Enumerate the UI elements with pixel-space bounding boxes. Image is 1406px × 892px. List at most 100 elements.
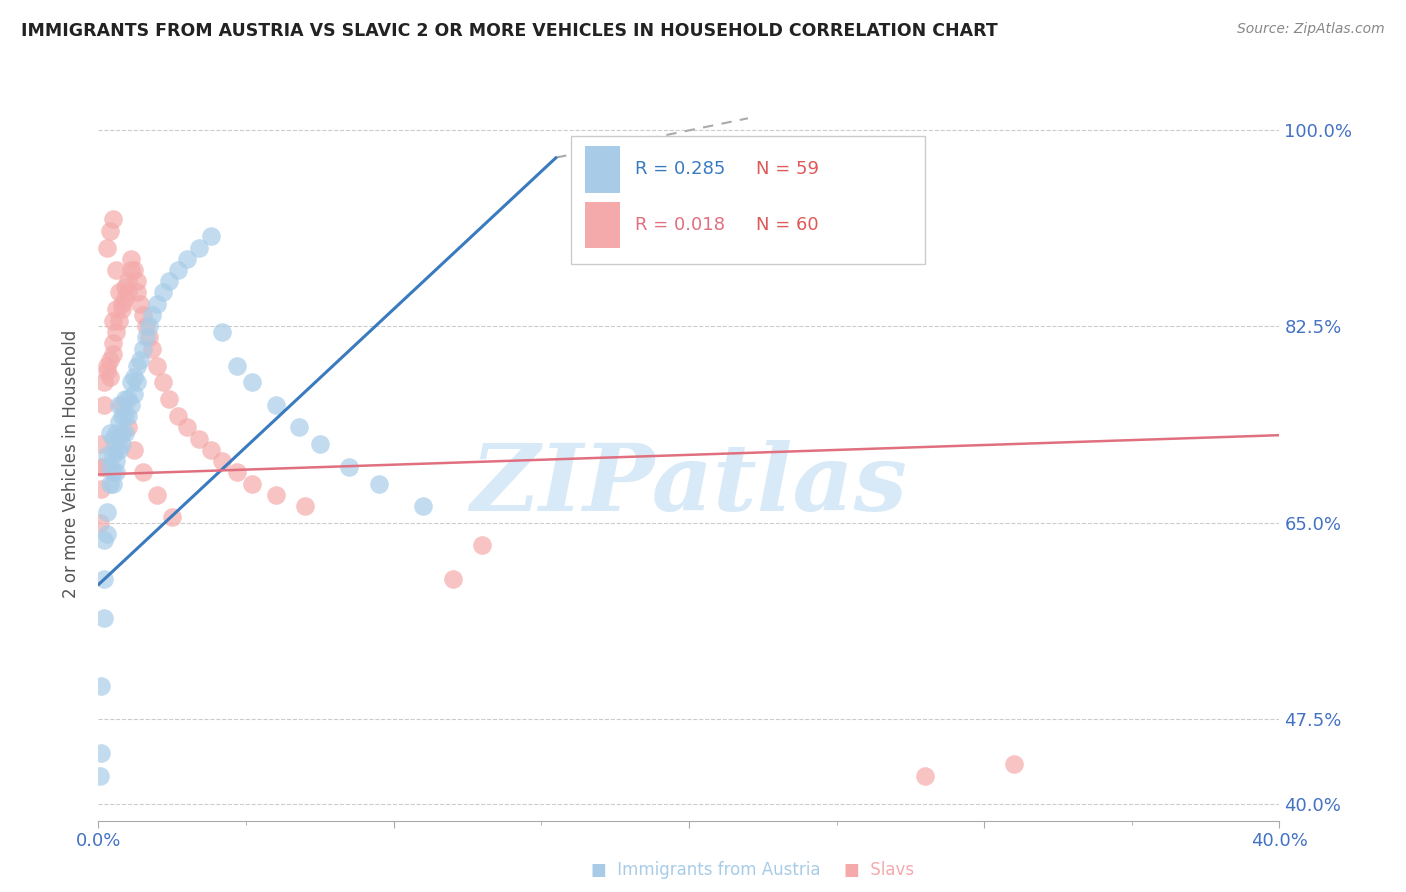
Point: [93, 572, 115, 586]
Point: [103, 212, 125, 227]
Point: [103, 432, 125, 446]
Point: [111, 425, 134, 440]
Point: [135, 319, 157, 334]
Point: [90, 437, 112, 451]
Point: [141, 308, 163, 322]
Point: [103, 449, 125, 463]
Point: [200, 229, 222, 244]
Point: [108, 442, 131, 457]
Point: [96, 505, 118, 519]
Point: [96, 359, 118, 373]
Point: [176, 420, 198, 434]
Point: [122, 369, 145, 384]
Point: [240, 376, 263, 390]
Point: [412, 499, 434, 513]
Point: [114, 280, 136, 294]
Point: [90, 459, 112, 474]
Point: [105, 442, 128, 457]
Point: [157, 274, 180, 288]
Point: [108, 432, 131, 446]
Point: [111, 398, 134, 412]
Point: [120, 263, 142, 277]
Point: [441, 572, 464, 586]
Point: [98, 425, 121, 440]
Point: [105, 325, 128, 339]
Point: [108, 415, 131, 429]
Point: [128, 296, 150, 310]
Point: [93, 398, 115, 412]
Point: [157, 392, 180, 407]
Point: [105, 263, 128, 277]
Point: [114, 409, 136, 423]
FancyBboxPatch shape: [585, 146, 620, 193]
Point: [98, 459, 121, 474]
Point: [89, 769, 111, 783]
Point: [152, 376, 174, 390]
Point: [162, 510, 183, 524]
Point: [122, 263, 145, 277]
Point: [125, 359, 148, 373]
Point: [132, 308, 155, 322]
Point: [93, 459, 115, 474]
Point: [141, 342, 163, 356]
Point: [103, 476, 125, 491]
Text: ■  Immigrants from Austria: ■ Immigrants from Austria: [591, 861, 820, 879]
Point: [114, 425, 136, 440]
Point: [111, 302, 134, 317]
Point: [187, 432, 209, 446]
Point: [167, 263, 190, 277]
Text: N = 60: N = 60: [756, 216, 818, 234]
Point: [96, 364, 118, 378]
Point: [108, 313, 131, 327]
Point: [93, 533, 115, 547]
Point: [152, 285, 174, 300]
Point: [90, 482, 112, 496]
FancyBboxPatch shape: [571, 136, 925, 264]
Point: [111, 409, 134, 423]
Point: [103, 313, 125, 327]
Point: [122, 442, 145, 457]
Point: [187, 240, 209, 254]
Point: [103, 336, 125, 351]
Point: [105, 425, 128, 440]
Point: [111, 437, 134, 451]
Point: [240, 476, 263, 491]
Point: [211, 454, 233, 468]
Point: [226, 359, 249, 373]
Point: [132, 342, 155, 356]
Point: [117, 285, 139, 300]
Point: [111, 296, 134, 310]
Text: ZIPatlas: ZIPatlas: [471, 441, 907, 530]
FancyBboxPatch shape: [585, 202, 620, 248]
Point: [117, 274, 139, 288]
Point: [90, 679, 112, 693]
Point: [339, 459, 360, 474]
Point: [368, 476, 391, 491]
Point: [146, 359, 169, 373]
Point: [98, 224, 121, 238]
Point: [103, 465, 125, 479]
Point: [264, 398, 287, 412]
Point: [89, 516, 111, 530]
Point: [105, 302, 128, 317]
Y-axis label: 2 or more Vehicles in Household: 2 or more Vehicles in Household: [62, 330, 80, 598]
Point: [90, 746, 112, 760]
Point: [167, 409, 190, 423]
Point: [128, 352, 150, 367]
Point: [176, 252, 198, 266]
Point: [914, 769, 936, 783]
Text: N = 59: N = 59: [756, 161, 820, 178]
Text: ■  Slavs: ■ Slavs: [844, 861, 914, 879]
Point: [96, 240, 118, 254]
Point: [138, 319, 160, 334]
Point: [125, 274, 148, 288]
Text: Source: ZipAtlas.com: Source: ZipAtlas.com: [1237, 22, 1385, 37]
Point: [226, 465, 249, 479]
Point: [93, 376, 115, 390]
Point: [1002, 757, 1025, 772]
Point: [120, 398, 142, 412]
Point: [211, 325, 233, 339]
Point: [200, 442, 222, 457]
Point: [114, 291, 136, 305]
Point: [98, 476, 121, 491]
